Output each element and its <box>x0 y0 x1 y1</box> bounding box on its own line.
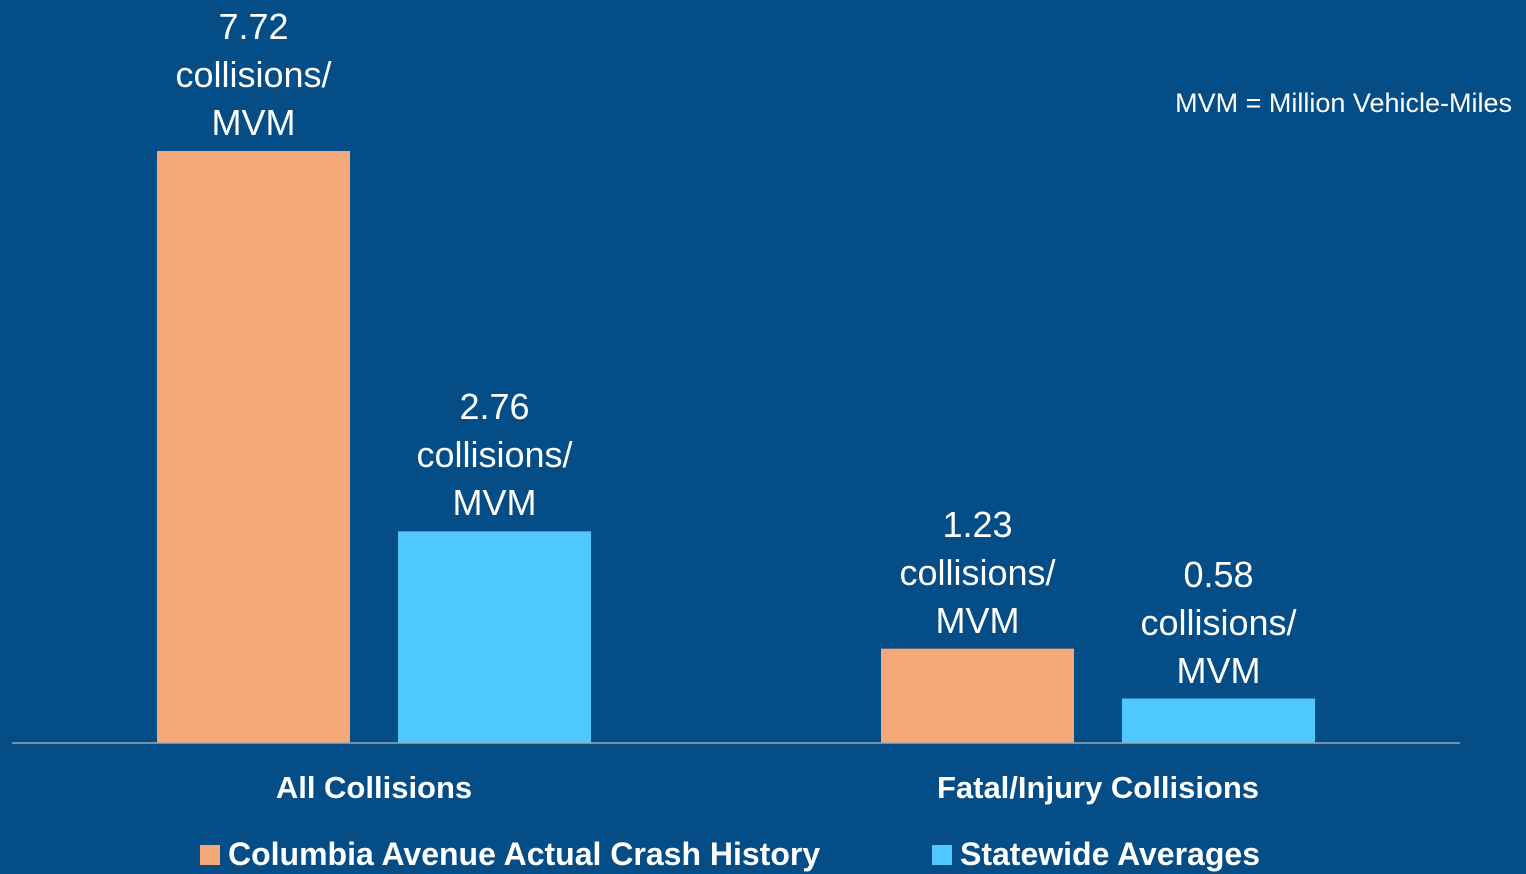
annotation: MVM = Million Vehicle-Miles <box>1175 88 1512 118</box>
bar <box>881 648 1074 743</box>
data-label: 2.76 collisions/ MVM <box>416 386 573 524</box>
legend-swatch <box>200 844 220 865</box>
x-tick-label: Fatal/Injury Collisions <box>936 770 1260 805</box>
legend-label: Statewide Averages <box>960 836 1260 872</box>
legend-item: Columbia Avenue Actual Crash History <box>200 836 820 873</box>
bar <box>1122 698 1315 743</box>
x-tick-label: All Collisions <box>275 770 473 805</box>
bar <box>398 531 591 743</box>
data-label: 7.72 collisions/ MVM <box>175 6 332 143</box>
legend-swatch <box>932 844 952 865</box>
legend-item: Statewide Averages <box>932 836 1260 873</box>
bar <box>157 151 350 743</box>
data-label: 1.23 collisions/ MVM <box>899 503 1056 641</box>
data-label: 0.58 collisions/ MVM <box>1140 553 1297 691</box>
legend-label: Columbia Avenue Actual Crash History <box>228 836 821 872</box>
